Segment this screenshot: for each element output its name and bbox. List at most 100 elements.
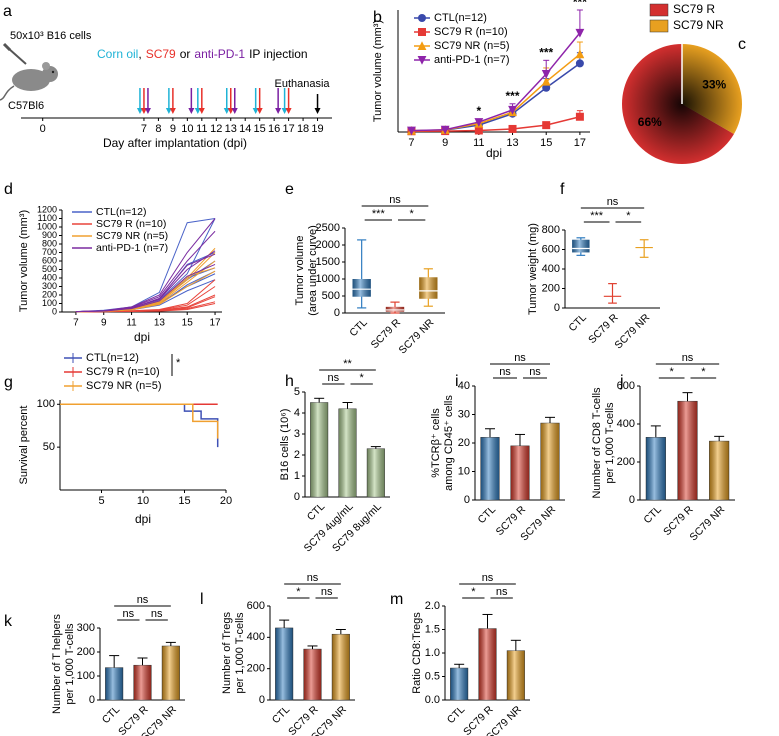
y-tick-label: 400 (617, 418, 635, 430)
legend-label: SC79 R (n=10) (96, 218, 166, 230)
injection-arrow (231, 88, 238, 114)
panel-letter: g (4, 374, 13, 391)
injection-arrow (314, 94, 321, 114)
legend-label: SC79 NR (n=5) (434, 40, 510, 52)
significance-label: * (670, 366, 675, 378)
y-tick-label: 10 (458, 465, 470, 477)
significance-label: * (471, 586, 476, 598)
y-tick-label: 100 (37, 398, 55, 410)
mouse-icon (0, 42, 58, 101)
x-tick-label: 16 (268, 123, 280, 135)
x-tick-label: CTL (100, 703, 123, 726)
marker (508, 105, 517, 115)
x-tick-label: CTL (641, 503, 664, 526)
y-tick-label: 400 (247, 631, 265, 643)
y-axis-label: (area under curve) (307, 225, 319, 316)
x-tick-label: 10 (181, 123, 193, 135)
legend-marker (417, 41, 427, 50)
y-tick-label: 800 (42, 238, 57, 248)
y-tick-label: 400 (42, 272, 57, 282)
cells-label: 50x10³ B16 cells (10, 30, 92, 42)
error-bar (370, 446, 381, 449)
injection-arrow (281, 88, 288, 114)
marker (508, 124, 517, 133)
x-tick-label: 11 (196, 123, 207, 135)
y-axis-label: per 1,000 T-cells (64, 623, 76, 705)
y-tick-label: 200 (247, 663, 265, 675)
y-tick-label: 50 (43, 441, 55, 453)
y-tick-label: 300 (77, 622, 95, 634)
y-axis-label: per 1,000 T-cells (234, 612, 246, 694)
arrow-head (231, 108, 238, 114)
y-tick-label: 500 (322, 290, 340, 302)
cylinder-shade (709, 441, 729, 500)
y-axis-label: Tumor volume (mm³) (18, 210, 30, 312)
injection-text: or (180, 47, 191, 61)
significance-label: * (626, 210, 631, 222)
x-tick-label: 17 (574, 137, 586, 149)
x-tick-label: CTL (445, 703, 468, 726)
marker (575, 59, 584, 68)
injection-text: anti-PD-1 (194, 47, 245, 61)
y-axis-label: Tumor weight (mg) (527, 223, 539, 315)
y-tick-label: 600 (542, 243, 560, 255)
error-bar (682, 392, 693, 402)
marker (474, 126, 483, 135)
y-tick-label: 500 (42, 264, 57, 274)
y-tick-label: 1.0 (425, 647, 440, 659)
significance-label: * (701, 366, 706, 378)
x-tick-label: 15 (182, 318, 194, 329)
marker (440, 125, 450, 135)
y-tick-label: 0.0 (425, 694, 440, 706)
error-bar (335, 629, 346, 635)
arrow-head (198, 108, 205, 114)
y-axis-label: Ratio CD8:Tregs (411, 612, 423, 694)
legend-label: SC79 R (n=10) (434, 26, 508, 38)
cylinder-shade (450, 668, 468, 700)
panel-letter: m (390, 591, 403, 608)
arrow-head (314, 108, 321, 114)
arrow-head (165, 108, 172, 114)
mouse-label: C57Bl6 (8, 100, 44, 112)
panel-letter: e (285, 181, 294, 198)
y-axis-label: Number of T helpers (51, 614, 63, 714)
error-bar (307, 645, 318, 650)
y-tick-label: 1000 (37, 221, 57, 231)
cylinder-shade (332, 634, 350, 700)
x-tick-label: 7 (141, 123, 147, 135)
y-axis-label: Number of CD8 T-cells (591, 387, 603, 499)
legend-label: anti-PD-1 (n=7) (96, 242, 168, 254)
x-tick-label: CTL (305, 500, 328, 523)
x-tick-label: 5 (98, 495, 104, 507)
arrow-head (252, 108, 259, 114)
marker (542, 121, 551, 130)
significance-label: ns (151, 608, 163, 620)
series-line (411, 32, 581, 132)
y-tick-label: 100 (77, 670, 95, 682)
injection-label: Corn oil, SC79 or anti-PD-1 IP injection (97, 47, 308, 61)
y-axis-label: B16 cells (10⁶) (279, 409, 291, 481)
y-tick-label: 0 (89, 694, 95, 706)
cylinder-shade (478, 628, 497, 700)
injection-arrow (227, 88, 234, 114)
significance-label: *** (539, 45, 553, 59)
x-tick-label: 7 (73, 318, 79, 329)
arrow-head (275, 108, 282, 114)
legend-label: SC79 NR (n=5) (96, 230, 168, 242)
x-axis-label: Day after implantation (dpi) (103, 136, 247, 150)
injection-arrow (285, 88, 292, 114)
cylinder-shade (510, 445, 530, 500)
cylinder-shade (540, 423, 560, 500)
error-bar (314, 397, 325, 403)
significance-label: * (477, 104, 482, 118)
panel-letter: j (619, 373, 624, 390)
y-tick-label: 0.5 (425, 670, 440, 682)
significance-label: ** (343, 358, 352, 370)
y-tick-label: 0 (52, 306, 57, 316)
y-axis-label: Tumor volume (mm³) (372, 20, 384, 122)
significance-label: *** (573, 0, 587, 9)
injection-arrow (144, 88, 151, 114)
arrow-head (136, 108, 143, 114)
y-tick-label: 100 (42, 298, 57, 308)
